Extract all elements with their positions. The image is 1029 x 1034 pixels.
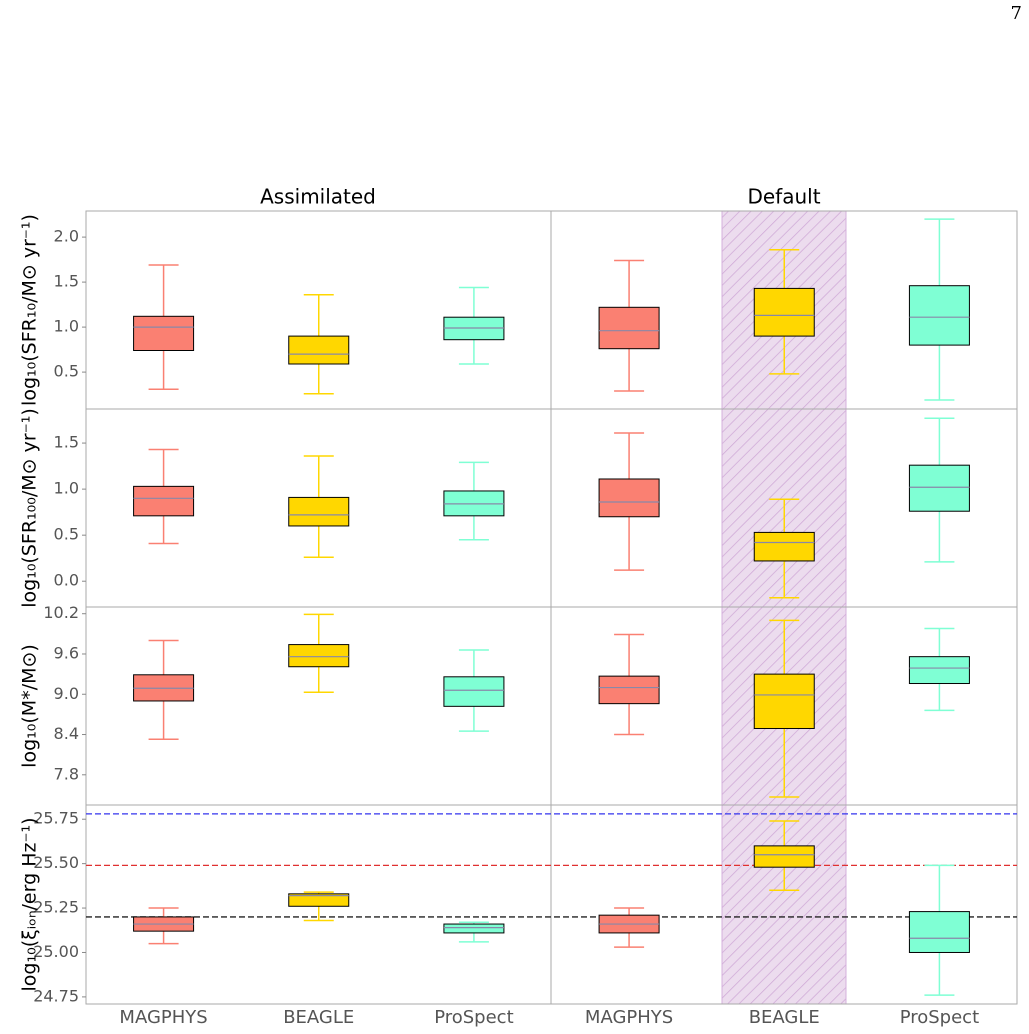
whisker-high [614,432,645,479]
y-tick-label: 10.2 [43,603,79,622]
x-tick-label: BEAGLE [749,1007,820,1028]
box [908,285,970,346]
box [908,464,970,512]
box [133,315,195,351]
x-tick-label: ProSpect [434,1007,513,1028]
whisker-low [303,666,334,693]
whisker-low [769,728,800,798]
box [598,478,660,518]
whisker-high [303,293,334,337]
x-tick-label: MAGPHYS [585,1007,673,1028]
whisker-low [614,516,645,571]
whisker-high [614,907,645,916]
box [288,644,350,668]
whisker-low [148,700,179,740]
y-tick-label: 2.0 [54,227,79,246]
whisker-low [614,932,645,948]
whisker-high [148,639,179,675]
whisker-high [769,498,800,533]
whisker-low [924,511,955,563]
y-tick-label: 25.25 [33,898,79,917]
whisker-high [303,613,334,645]
whisker-low [924,683,955,712]
panel-title: Default [747,185,820,209]
whisker-low [458,706,489,732]
whisker-high [769,248,800,289]
whisker-low [458,932,489,943]
whisker-low [769,336,800,375]
box [443,923,505,934]
panel-title: Assimilated [260,185,376,209]
whisker-high [924,417,955,466]
whisker-low [458,339,489,365]
whisker-low [769,867,800,892]
whisker-low [303,906,334,922]
x-tick-label: ProSpect [900,1007,979,1028]
y-tick-label: 1.0 [54,317,79,336]
whisker-high [458,286,489,318]
whisker-high [614,259,645,308]
whisker-low [303,525,334,559]
box [288,335,350,365]
y-axis-label: log₁₀(ξᵢₒₙ/erg Hz⁻¹) [19,817,41,991]
whisker-low [458,515,489,541]
y-axis-label: log₁₀(SFR₁₀₀/M⊙ yr⁻¹) [19,408,41,608]
whisker-low [614,348,645,392]
box [753,287,815,337]
whisker-low [303,364,334,395]
y-tick-label: 24.75 [33,986,79,1005]
whisker-high [458,461,489,491]
box [753,531,815,562]
whisker-low [614,703,645,736]
y-tick-label: 0.0 [54,571,79,590]
y-tick-label: 9.0 [54,684,79,703]
whisker-high [769,619,800,675]
y-axis-label: log₁₀(M*/M⊙) [19,644,41,768]
box [753,845,815,868]
y-tick-label: 9.6 [54,643,79,662]
whisker-low [148,515,179,545]
whisker-high [924,627,955,657]
whisker-high [924,864,955,912]
y-tick-label: 0.5 [54,525,79,544]
whisker-low [924,345,955,401]
whisker-high [458,649,489,677]
x-tick-label: MAGPHYS [119,1007,207,1028]
y-tick-label: 25.50 [33,853,79,872]
y-tick-label: 8.4 [54,724,79,743]
y-tick-label: 1.5 [54,433,79,452]
whisker-high [614,633,645,677]
whisker-low [769,560,800,599]
y-tick-label: 7.8 [54,764,79,783]
x-tick-label: BEAGLE [283,1007,354,1028]
whisker-low [924,952,955,996]
y-tick-label: 25.00 [33,942,79,961]
y-tick-label: 0.5 [54,362,79,381]
y-tick-label: 1.0 [54,479,79,498]
y-axis-label: log₁₀(SFR₁₀/M⊙ yr⁻¹) [19,214,41,406]
box [908,911,970,953]
whisker-high [303,455,334,498]
whisker-high [769,820,800,846]
y-tick-label: 1.5 [54,272,79,291]
y-tick-label: 25.75 [33,809,79,828]
box [443,676,505,707]
box [598,306,660,350]
whisker-high [148,907,179,917]
box [598,675,660,705]
box [288,893,350,907]
box [908,656,970,685]
page-number: 7 [1011,3,1022,24]
whisker-low [148,931,179,945]
box [288,496,350,527]
whisker-high [924,218,955,286]
box [133,485,195,517]
whisker-high [148,264,179,317]
whisker-high [148,448,179,487]
whisker-low [148,350,179,390]
box [753,673,815,729]
